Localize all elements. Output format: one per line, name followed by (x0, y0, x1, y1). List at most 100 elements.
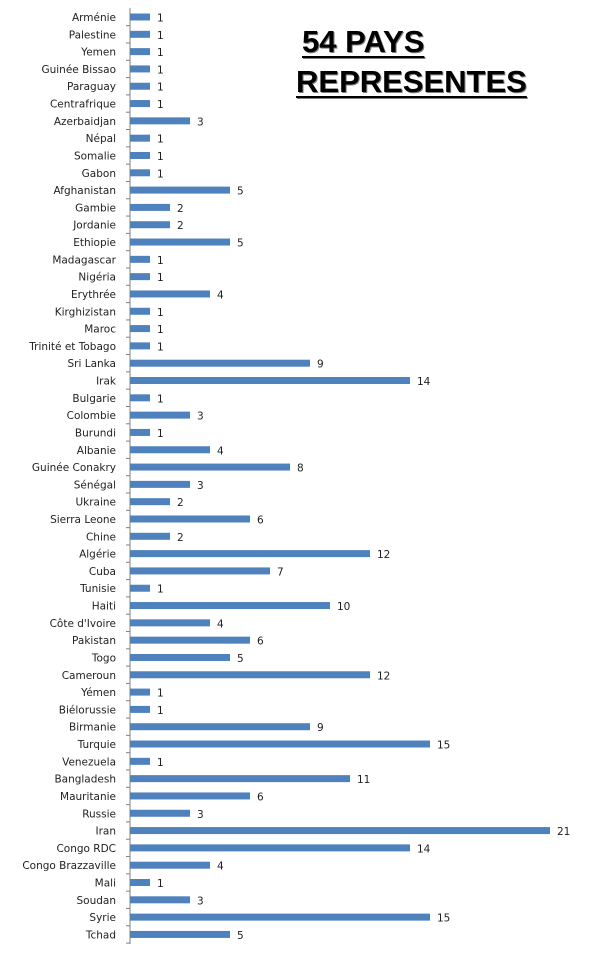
category-label: Bangladesh (54, 774, 116, 786)
value-label: 1 (157, 168, 164, 180)
category-label: Bulgarie (72, 393, 116, 405)
category-labels: Arménie Palestine Yemen Guinée Bissao Paragu… (22, 12, 117, 941)
category-label: Gabon (82, 168, 116, 180)
bar (130, 342, 150, 350)
category-label: Syrie (89, 912, 116, 924)
value-label: 1 (157, 13, 164, 25)
value-label: 4 (217, 445, 224, 457)
category-label: Congo RDC (56, 843, 116, 855)
value-label: 4 (217, 289, 224, 301)
bar (130, 446, 210, 454)
bar (130, 861, 210, 869)
value-label: 12 (377, 670, 390, 682)
chart-title: 54 PAYS REPRESENTES (296, 22, 586, 102)
value-label: 2 (177, 497, 184, 509)
bar (130, 13, 150, 21)
category-label: Azerbaidjan (54, 116, 116, 128)
category-label: Cameroun (62, 670, 116, 682)
bar (130, 100, 150, 108)
bar (130, 498, 170, 506)
value-label: 9 (317, 722, 324, 734)
value-label: 1 (157, 30, 164, 42)
bar (130, 134, 150, 142)
category-label: Sénégal (74, 479, 116, 491)
value-label: 5 (237, 930, 244, 942)
bar (130, 169, 150, 177)
category-label: Nigéria (78, 272, 116, 284)
value-label: 1 (157, 878, 164, 890)
category-label: Irak (96, 376, 117, 388)
bar (130, 325, 150, 333)
value-label: 6 (257, 791, 264, 803)
bar (130, 203, 170, 211)
category-label: Côte d'Ivoire (50, 618, 116, 630)
value-label: 1 (157, 272, 164, 284)
bar (130, 480, 190, 488)
category-label: Mauritanie (60, 791, 116, 803)
bar (130, 359, 310, 367)
category-label: Cuba (89, 566, 116, 578)
category-label: Paraguay (67, 81, 116, 93)
value-label: 7 (277, 566, 284, 578)
category-label: Soudan (77, 895, 117, 907)
bar (130, 809, 190, 817)
bar (130, 671, 370, 679)
value-label: 1 (157, 99, 164, 111)
bar (130, 688, 150, 696)
value-label: 2 (177, 220, 184, 232)
category-label: Sierra Leone (50, 514, 116, 526)
value-label: 1 (157, 307, 164, 319)
category-label: Tchad (85, 929, 116, 941)
bar (130, 377, 410, 385)
category-label: Congo Brazzaville (22, 860, 116, 872)
category-label: Tunisie (79, 583, 116, 595)
value-label: 11 (357, 774, 370, 786)
bar (130, 273, 150, 281)
value-label: 1 (157, 151, 164, 163)
value-label: 14 (417, 843, 431, 855)
value-label: 1 (157, 134, 164, 146)
bar (130, 238, 230, 246)
bar (130, 428, 150, 436)
category-label: Biélorussie (59, 704, 116, 716)
bar (130, 775, 350, 783)
bar (130, 550, 370, 558)
category-label: Burundi (75, 427, 116, 439)
category-label: Guinée Bissao (41, 64, 116, 76)
value-label: 2 (177, 532, 184, 544)
category-label: Népal (86, 133, 116, 145)
bar (130, 186, 230, 194)
bar (130, 255, 150, 263)
value-label: 1 (157, 688, 164, 700)
bar (130, 844, 410, 852)
category-label: Yemen (80, 47, 116, 59)
category-label: Ukraine (75, 497, 116, 509)
bar (130, 532, 170, 540)
value-label: 1 (157, 82, 164, 94)
value-label: 1 (157, 64, 164, 76)
bar (130, 411, 190, 419)
category-label: Yémen (80, 687, 116, 699)
category-label: Albanie (77, 445, 116, 457)
value-label: 1 (157, 393, 164, 405)
category-label: Colombie (67, 410, 116, 422)
category-label: Birmanie (69, 722, 116, 734)
category-label: Palestine (69, 29, 116, 41)
bar (130, 463, 290, 471)
value-label: 1 (157, 428, 164, 440)
bar (130, 307, 150, 315)
category-label: Algérie (79, 549, 116, 561)
value-label: 15 (437, 913, 450, 925)
axis-layer (126, 8, 131, 944)
bar (130, 792, 250, 800)
value-label: 21 (557, 826, 570, 838)
bar (130, 584, 150, 592)
bar (130, 221, 170, 229)
bar (130, 896, 190, 904)
bar (130, 636, 250, 644)
bar (130, 827, 550, 835)
bar (130, 930, 230, 938)
value-label: 3 (197, 480, 204, 492)
value-label: 1 (157, 255, 164, 267)
